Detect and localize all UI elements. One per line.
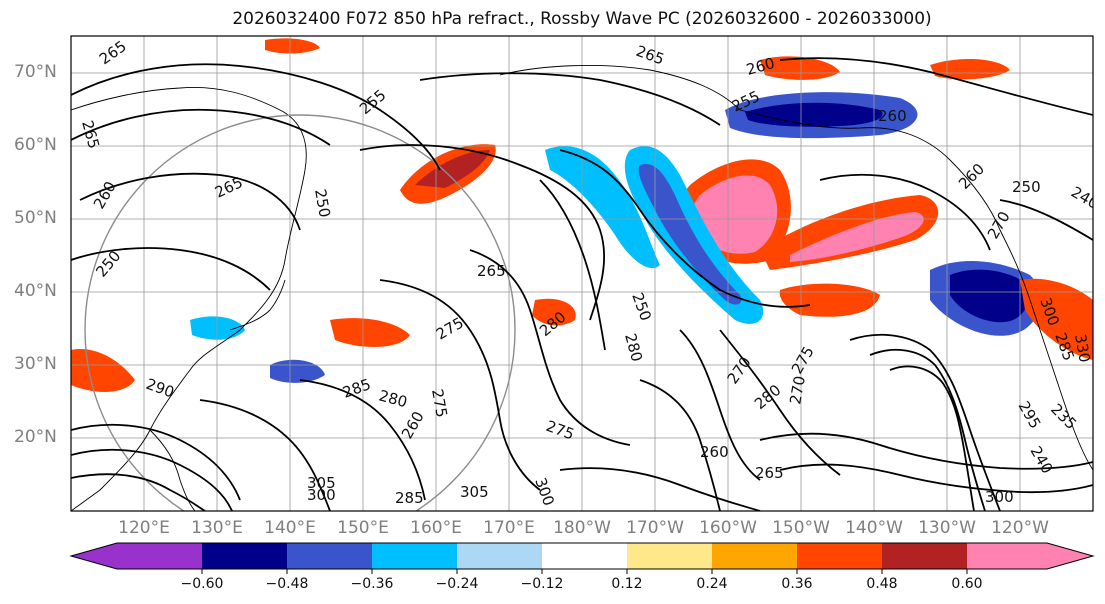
contour-label: 305	[460, 483, 489, 501]
contour-label: 260	[700, 443, 729, 461]
contour-label: 265	[477, 262, 506, 280]
longitude-label: 130°E	[191, 518, 243, 538]
colorbar-tick-label: 0.24	[696, 576, 728, 592]
graticule	[71, 36, 1093, 511]
contour-label: 275	[544, 417, 577, 444]
contour-label: 300	[531, 475, 558, 508]
contour-label: 285	[395, 489, 424, 507]
longitude-label: 120°W	[991, 518, 1049, 538]
contour-lines	[71, 57, 1093, 511]
contour-label: 260	[90, 178, 120, 212]
contour-label: 240	[1068, 183, 1102, 213]
contour-label: 250	[311, 188, 334, 219]
colorbar-tick-label: −0.60	[180, 576, 224, 592]
colorbar-extend-low	[71, 543, 117, 569]
contour-label: 240	[1027, 443, 1057, 477]
contour-label: 300	[985, 488, 1014, 506]
contour-label: 260	[955, 160, 988, 193]
latitude-label: 40°N	[14, 281, 57, 301]
latitude-label: 30°N	[14, 354, 57, 374]
contour-label: 260	[398, 408, 428, 442]
colorbar-tick-label: −0.24	[435, 576, 479, 592]
colorbar-tick-label: −0.48	[265, 576, 309, 592]
contour-label: 250	[1012, 178, 1041, 196]
colorbar	[69, 542, 1095, 574]
longitude-label: 160°W	[699, 518, 757, 538]
contour-label: 265	[634, 42, 667, 69]
contour-label: 265	[755, 464, 784, 482]
colorbar-tick-label: 0.48	[866, 576, 898, 592]
colorbar-extend-high	[1047, 543, 1093, 569]
latitude-label: 70°N	[14, 62, 57, 82]
contour-label: 260	[878, 107, 907, 125]
contour-label: 300	[307, 486, 336, 504]
contour-label: 275	[428, 388, 451, 419]
longitude-label: 140°E	[264, 518, 316, 538]
longitude-label: 170°W	[626, 518, 684, 538]
contour-label: 280	[621, 331, 646, 363]
contour-label: 290	[144, 375, 177, 402]
longitude-label: 130°W	[918, 518, 976, 538]
plot-frame	[70, 35, 1094, 512]
longitude-label: 180°W	[553, 518, 611, 538]
latitude-label: 60°N	[14, 135, 57, 155]
longitude-label: 160°E	[410, 518, 462, 538]
contour-label: 270	[984, 208, 1014, 242]
contour-label: 275	[788, 343, 818, 377]
colorbar-tick-label: −0.12	[520, 576, 564, 592]
colorbar-tick-label: 0.36	[781, 576, 813, 592]
latitude-label: 20°N	[14, 427, 57, 447]
longitude-label: 150°E	[337, 518, 389, 538]
colorbar-tick-label: 0.12	[611, 576, 643, 592]
contour-label: 270	[786, 374, 809, 405]
contour-label: 250	[628, 290, 655, 323]
longitude-label: 140°W	[845, 518, 903, 538]
coastlines	[71, 64, 1093, 511]
contour-label: 305	[307, 474, 336, 492]
longitude-label: 150°W	[772, 518, 830, 538]
longitude-label: 120°E	[118, 518, 170, 538]
colorbar-tick-label: 0.60	[951, 576, 983, 592]
colorbar-tick-label: −0.36	[350, 576, 394, 592]
range-ring	[84, 114, 516, 511]
contour-label: 330	[1071, 333, 1094, 364]
contour-label: 280	[377, 386, 409, 411]
latitude-label: 50°N	[14, 208, 57, 228]
contour-label: 295	[1015, 398, 1045, 432]
longitude-label: 170°E	[483, 518, 535, 538]
contour-label: 265	[96, 37, 130, 68]
contour-label: 285	[340, 375, 373, 402]
contour-label: 235	[1047, 400, 1080, 433]
chart-title: 2026032400 F072 850 hPa refract., Rossby…	[232, 9, 932, 29]
